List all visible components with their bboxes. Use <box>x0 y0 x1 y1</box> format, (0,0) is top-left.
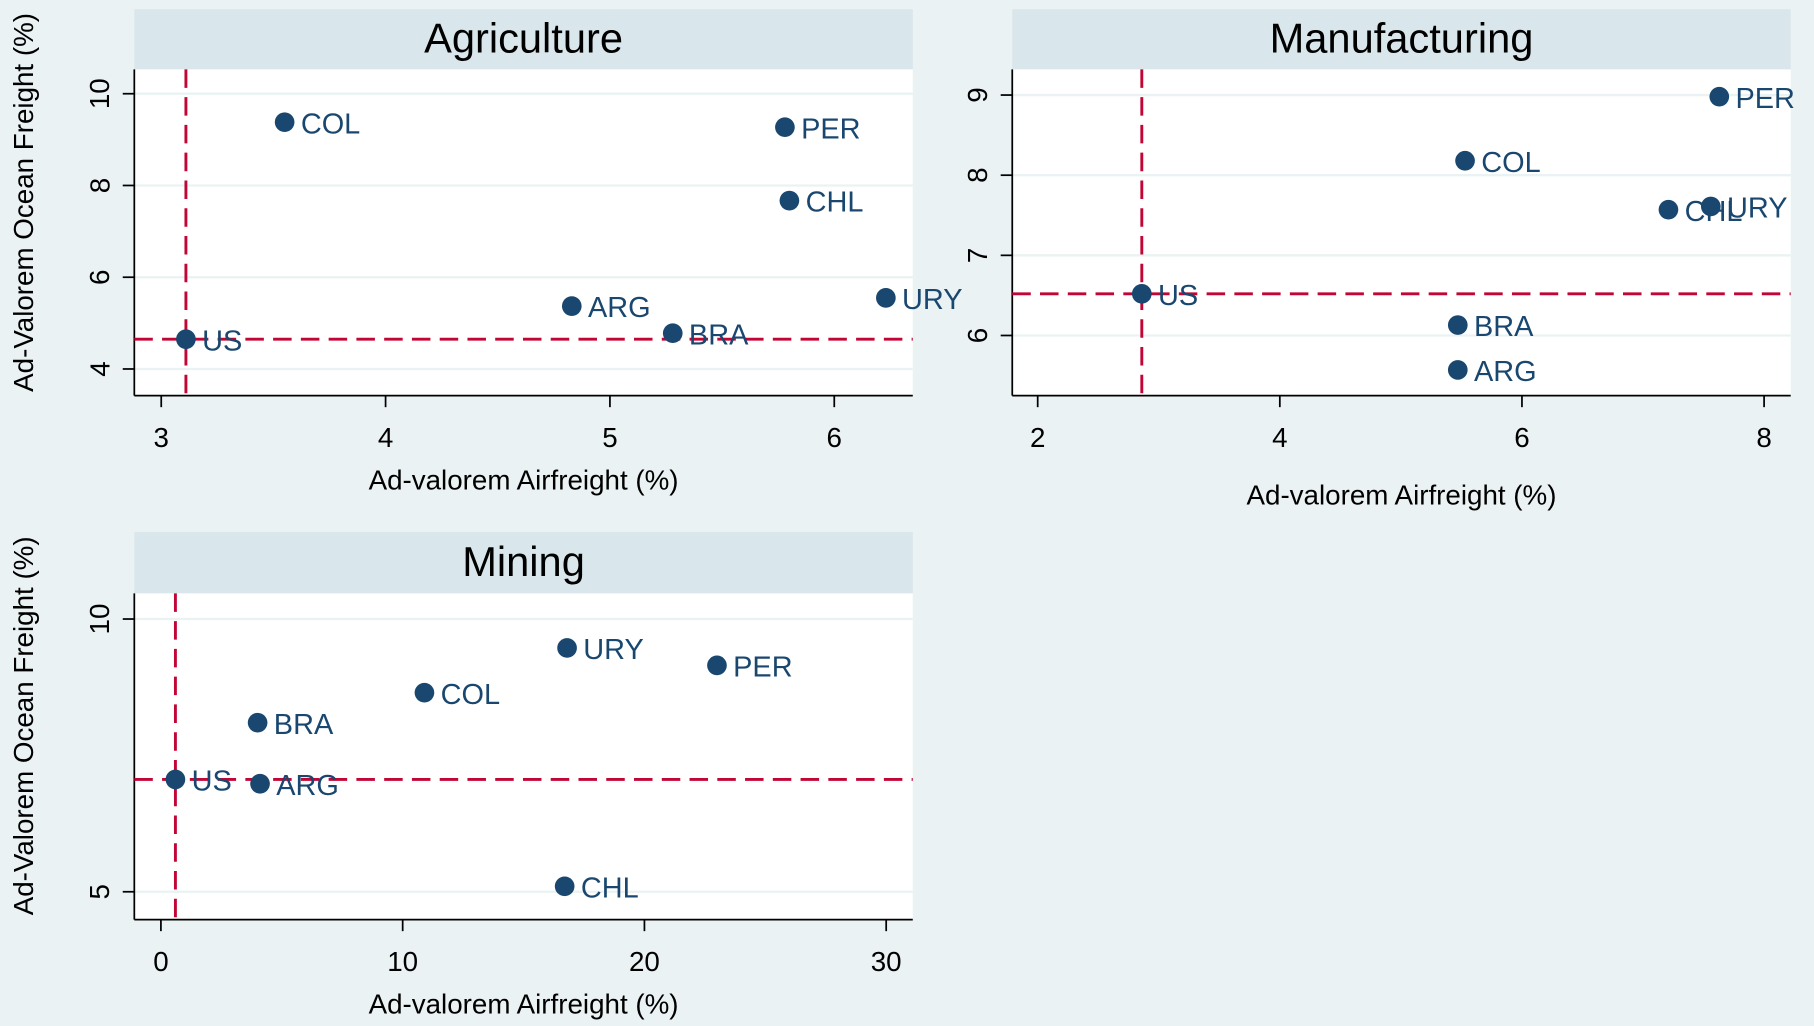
x-tick-label: 5 <box>602 422 617 453</box>
point-label: US <box>1158 280 1198 312</box>
y-tick-label: 7 <box>962 248 993 263</box>
x-tick-label: 10 <box>387 946 418 977</box>
y-axis-label: Ad-Valorem Ocean Freight (%) <box>8 13 39 392</box>
x-axis-label: Ad-valorem Airfreight (%) <box>369 465 679 496</box>
point-label: COL <box>441 679 500 711</box>
point <box>165 769 186 790</box>
point-label: CHL <box>581 872 639 904</box>
x-tick-label: 6 <box>827 422 842 453</box>
y-tick-label: 4 <box>84 361 115 376</box>
y-tick-label: 6 <box>84 270 115 285</box>
x-tick-label: 4 <box>378 422 393 453</box>
point-label: PER <box>801 113 860 145</box>
plot-area <box>1012 69 1791 396</box>
point-label: PER <box>1735 83 1794 115</box>
plot-area <box>134 593 913 920</box>
point-label: BRA <box>274 709 334 741</box>
title-band <box>134 9 913 70</box>
point-label: CHL <box>806 187 864 219</box>
point <box>779 190 800 211</box>
point-label: US <box>192 766 232 798</box>
title-band <box>1012 9 1791 70</box>
point <box>707 655 727 676</box>
point-label: ARG <box>276 770 339 802</box>
x-tick-label: 30 <box>871 946 902 977</box>
x-tick-label: 6 <box>1514 422 1529 453</box>
point-label: ARG <box>588 292 651 324</box>
point <box>1455 150 1475 171</box>
plot-area <box>134 69 913 396</box>
x-tick-label: 2 <box>1030 422 1045 453</box>
point <box>1658 199 1679 220</box>
point <box>876 288 896 308</box>
point <box>561 296 582 316</box>
x-tick-label: 3 <box>154 422 169 453</box>
point <box>554 876 575 897</box>
point <box>557 638 577 658</box>
x-tick-label: 4 <box>1272 422 1287 453</box>
point <box>274 112 295 132</box>
point <box>1131 283 1152 304</box>
y-tick-label: 8 <box>962 167 993 182</box>
point-label: COL <box>301 108 360 140</box>
point-label: US <box>202 325 242 357</box>
point <box>250 773 270 794</box>
point-label: BRA <box>1474 311 1534 343</box>
x-tick-label: 20 <box>629 946 660 977</box>
y-tick-label: 9 <box>962 87 993 102</box>
point <box>247 712 268 733</box>
y-tick-label: 10 <box>84 78 115 109</box>
point-label: ARG <box>1474 356 1537 388</box>
x-axis-label: Ad-valorem Airfreight (%) <box>369 989 679 1020</box>
y-tick-label: 6 <box>962 328 993 343</box>
point <box>176 329 196 349</box>
point-label: PER <box>733 652 792 684</box>
point-label: URY <box>902 284 963 316</box>
point-label: BRA <box>689 319 749 351</box>
point-label: COL <box>1481 147 1540 179</box>
point-label: URY <box>1727 193 1788 225</box>
y-axis-label: Ad-Valorem Ocean Freight (%) <box>8 536 39 915</box>
x-axis-label: Ad-valorem Airfreight (%) <box>1247 480 1557 511</box>
y-tick-label: 10 <box>84 604 115 635</box>
title-band <box>134 532 913 594</box>
x-tick-label: 8 <box>1756 422 1771 453</box>
y-tick-label: 5 <box>84 884 115 899</box>
point <box>775 117 795 138</box>
chart-title: Manufacturing <box>1270 15 1534 62</box>
y-tick-label: 8 <box>84 178 115 193</box>
point <box>1700 196 1721 217</box>
point <box>662 323 683 344</box>
point <box>1709 86 1730 107</box>
point <box>1447 315 1468 335</box>
point-label: URY <box>583 634 644 666</box>
x-tick-label: 0 <box>153 946 168 977</box>
point <box>414 682 435 703</box>
chart-title: Agriculture <box>424 15 623 62</box>
point <box>1447 360 1468 380</box>
chart-title: Mining <box>462 538 585 585</box>
